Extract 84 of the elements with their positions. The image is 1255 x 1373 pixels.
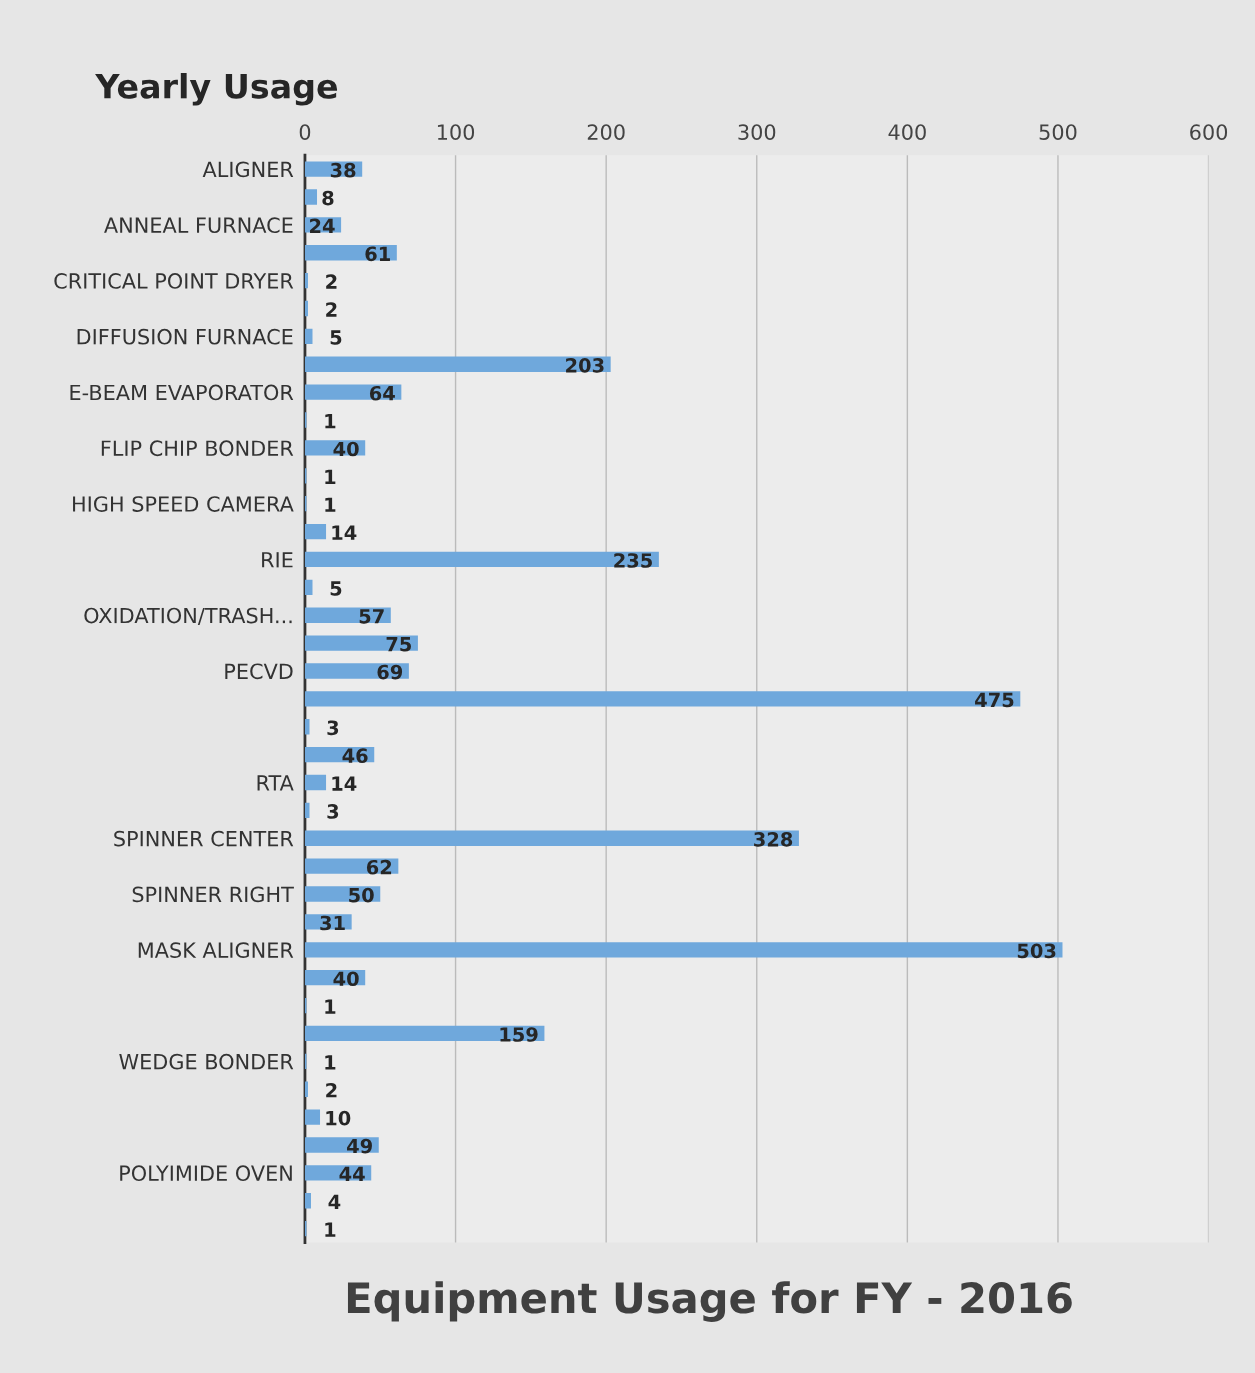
x-tick-label: 100 xyxy=(437,124,475,140)
bar xyxy=(304,300,308,317)
bar xyxy=(304,635,418,651)
data-label: 475 xyxy=(975,692,1014,708)
data-label: 1 xyxy=(325,1222,336,1237)
data-label: 14 xyxy=(332,776,357,791)
data-label: 3 xyxy=(327,720,339,736)
y-tick-label: HIGH SPEED CAMERA xyxy=(73,496,294,512)
data-label: 50 xyxy=(349,887,374,903)
bar xyxy=(304,523,327,540)
x-tick-label: 500 xyxy=(1039,124,1077,140)
data-label: 57 xyxy=(359,609,384,624)
data-label: 1 xyxy=(325,999,336,1014)
text: Equipment Usage for FY - 2016 xyxy=(347,1281,1072,1322)
y-tick-label: RTA xyxy=(257,775,294,791)
bar xyxy=(304,328,313,345)
bar xyxy=(304,1193,311,1209)
data-label: 24 xyxy=(310,218,335,233)
y-tick-label: E-BEAM EVAPORATOR xyxy=(70,384,294,401)
x-tick-label: 0 xyxy=(299,124,311,140)
data-label: 49 xyxy=(347,1138,372,1154)
y-tick-label: POLYIMIDE OVEN xyxy=(120,1165,292,1182)
data-label: 46 xyxy=(342,748,368,764)
x-tick-label: 300 xyxy=(738,124,776,140)
data-label: 5 xyxy=(330,581,342,596)
x-tick-label: 600 xyxy=(1190,124,1228,140)
bar xyxy=(304,1081,308,1097)
y-tick-label: SPINNER CENTER xyxy=(114,830,294,847)
data-label: 1 xyxy=(325,469,336,484)
y-tick-label: PECVD xyxy=(225,663,293,680)
data-label: 5 xyxy=(330,330,342,345)
data-label: 1 xyxy=(325,497,336,512)
bar xyxy=(304,384,402,400)
data-label: 64 xyxy=(369,385,395,401)
bar xyxy=(304,858,399,874)
chart-subtitle: Yearly Usage xyxy=(95,72,338,106)
x-tick-label: 200 xyxy=(587,124,625,140)
bar xyxy=(304,1025,545,1042)
bar xyxy=(304,663,409,679)
y-tick-label: ANNEAL FURNACE xyxy=(104,217,293,234)
data-label: 235 xyxy=(614,553,652,568)
data-label: 61 xyxy=(365,246,390,262)
data-label: 75 xyxy=(386,637,411,652)
data-label: 31 xyxy=(320,915,345,931)
bar xyxy=(304,356,611,372)
data-label: 40 xyxy=(333,971,359,987)
data-label: 203 xyxy=(566,357,604,373)
bar xyxy=(304,942,1063,958)
data-label: 14 xyxy=(332,525,357,540)
y-tick-label: FLIP CHIP BONDER xyxy=(101,440,294,457)
data-label: 3 xyxy=(327,804,339,819)
x-tick-label: 400 xyxy=(888,124,926,140)
y-tick-label: DIFFUSION FURNACE xyxy=(77,328,293,345)
y-tick-label: MASK ALIGNER xyxy=(138,942,294,959)
data-label: 1 xyxy=(325,414,336,429)
data-label: 8 xyxy=(322,190,334,206)
bar xyxy=(304,774,327,791)
y-tick-label: RIE xyxy=(262,552,293,568)
y-tick-label: OXIDATION/TRASH... xyxy=(84,607,292,626)
data-label: 2 xyxy=(326,1082,337,1098)
data-label: 69 xyxy=(377,664,403,680)
data-label: 503 xyxy=(1017,943,1056,959)
y-tick-label: CRITICAL POINT DRYER xyxy=(54,273,294,289)
data-label: 2 xyxy=(326,302,337,317)
bar xyxy=(304,691,1021,707)
data-label: 1 xyxy=(325,1055,336,1070)
bar xyxy=(304,189,318,205)
data-label: 159 xyxy=(500,1027,538,1042)
data-label: 38 xyxy=(330,162,356,178)
data-label: 2 xyxy=(326,274,337,289)
data-label: 328 xyxy=(754,831,793,847)
bar xyxy=(304,551,659,568)
y-tick-label: WEDGE BONDER xyxy=(119,1053,294,1070)
data-label: 62 xyxy=(366,859,392,875)
bar xyxy=(304,579,313,595)
bar xyxy=(304,830,799,846)
data-label: 4 xyxy=(328,1194,341,1209)
y-tick-label: SPINNER RIGHT xyxy=(132,886,294,903)
y-tick-label: ALIGNER xyxy=(202,161,294,178)
data-label: 10 xyxy=(326,1110,351,1126)
data-label: 44 xyxy=(339,1166,365,1181)
bar xyxy=(304,1109,321,1125)
data-label: 40 xyxy=(333,441,359,457)
bar xyxy=(304,272,308,289)
